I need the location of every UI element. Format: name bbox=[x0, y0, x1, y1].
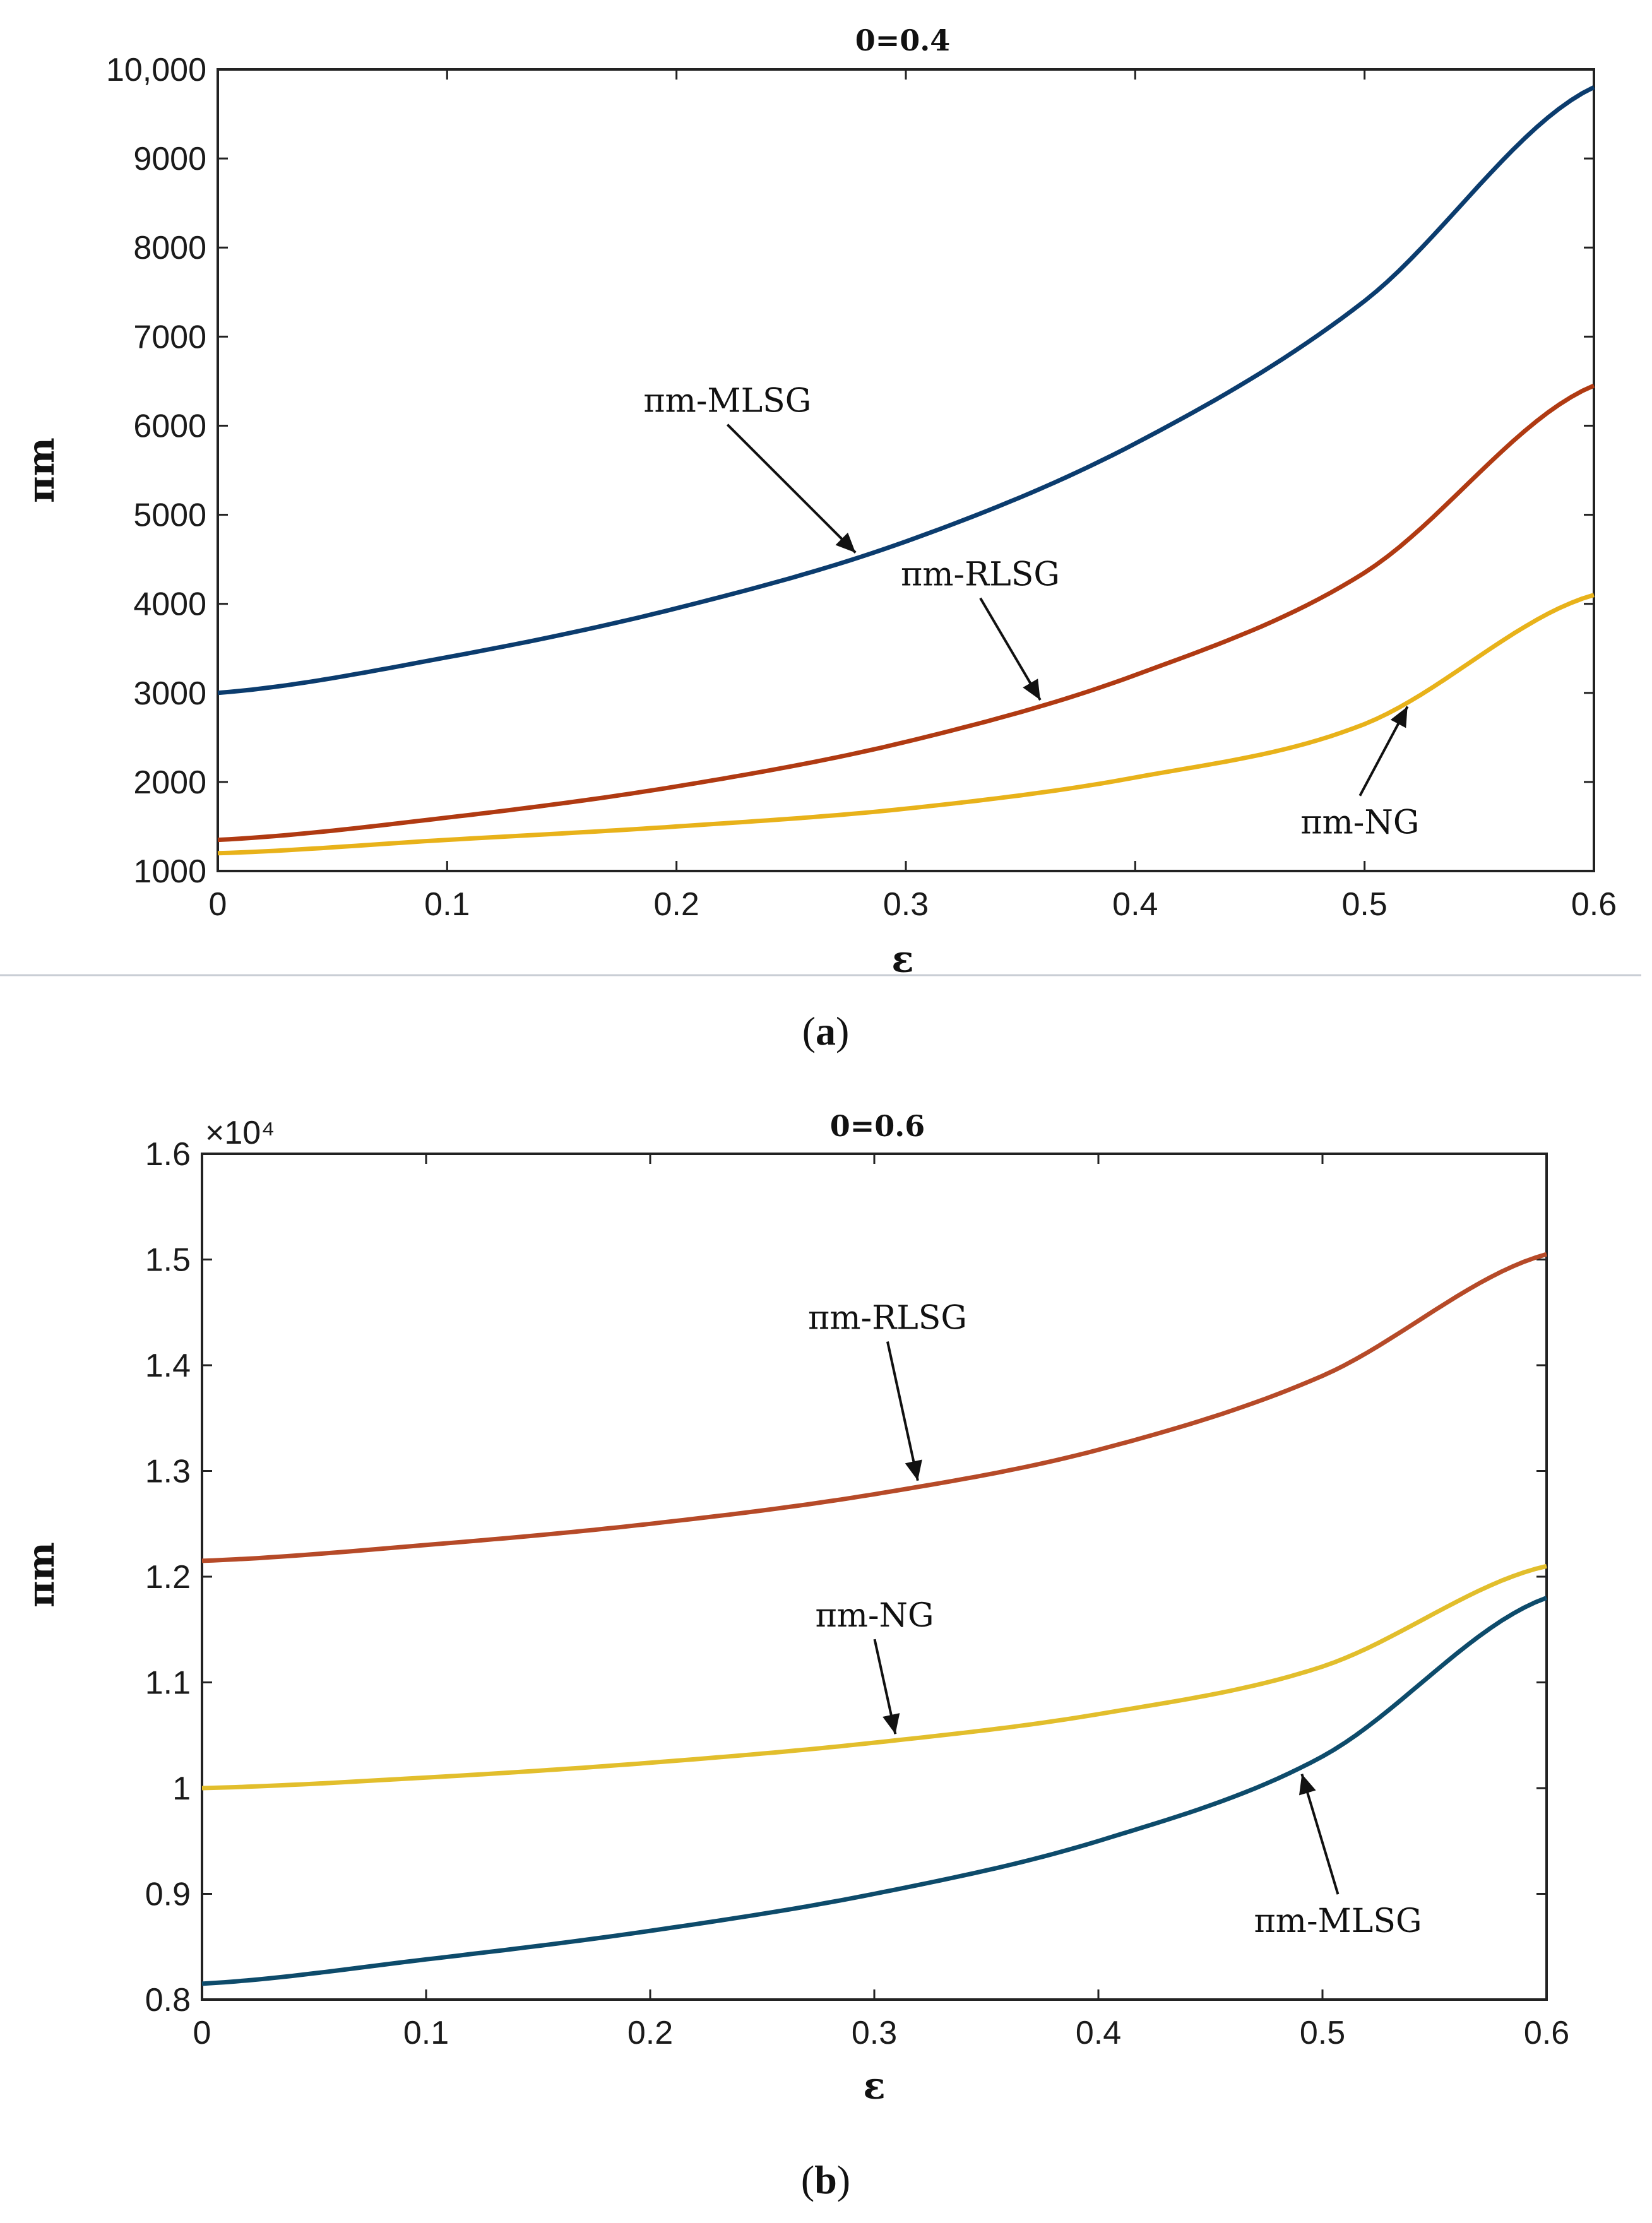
x-tick-label: 0.1 bbox=[424, 886, 470, 923]
y-multiplier-b: ×10⁴ bbox=[205, 1115, 275, 1151]
annotation-label: πm-MLSG bbox=[643, 382, 811, 420]
chart-title-a: 0=0.4 bbox=[855, 23, 951, 57]
x-tick-label: 0.2 bbox=[654, 886, 699, 923]
y-tick-label: 5000 bbox=[133, 497, 206, 534]
y-tick-label: 0.9 bbox=[145, 1876, 191, 1913]
annotation-arrowhead bbox=[1299, 1774, 1316, 1796]
y-tick-label: 3000 bbox=[133, 675, 206, 712]
annotation-arrowhead bbox=[1390, 706, 1408, 728]
y-tick-label: 1.3 bbox=[145, 1454, 191, 1490]
y-axis-label-a: πm bbox=[20, 437, 62, 503]
y-axis-label-b: πm bbox=[20, 1542, 62, 1608]
annotation-label: πm-RLSG bbox=[901, 556, 1060, 594]
y-tick-label: 1.5 bbox=[145, 1242, 191, 1279]
plot-frame-a bbox=[217, 68, 1595, 872]
y-tick-label: 1000 bbox=[133, 853, 206, 890]
y-tick-label: 9000 bbox=[133, 141, 206, 177]
annotation-label: πm-RLSG bbox=[808, 1300, 967, 1337]
x-tick-label: 0.4 bbox=[1112, 886, 1158, 923]
x-tick-label: 0.6 bbox=[1571, 886, 1617, 923]
caption-b-letter: b bbox=[814, 2157, 837, 2202]
annotation-arrowhead bbox=[835, 532, 856, 553]
series-line-mmlsg bbox=[217, 85, 1595, 696]
x-tick-label: 0 bbox=[209, 886, 227, 923]
y-tick-label: 1.2 bbox=[145, 1559, 191, 1596]
annotation-arrow bbox=[886, 1341, 919, 1481]
plot-frame-b bbox=[201, 1153, 1548, 2001]
y-tick-label: 1 bbox=[172, 1770, 191, 1807]
y-tick-label: 7000 bbox=[133, 319, 206, 355]
x-tick-label: 0.3 bbox=[852, 2015, 897, 2051]
y-tick-label: 1.1 bbox=[145, 1665, 191, 1702]
y-tick-label: 4000 bbox=[133, 586, 206, 623]
annotation-arrowhead bbox=[1023, 679, 1040, 701]
y-tick-label: 1.4 bbox=[145, 1348, 191, 1384]
chart-panel-b: ×10⁴ 0 0.1 0.2 0.3 0.4 0.5 0.6 0.8 0.9 1 1.1 1.2 1.3… bbox=[20, 1109, 1569, 2202]
y-tick-label: 2000 bbox=[133, 764, 206, 801]
annotation-arrowhead bbox=[905, 1459, 922, 1481]
caption-b: (b) bbox=[801, 2157, 850, 2202]
x-tick-label: 0.5 bbox=[1300, 2015, 1345, 2051]
y-tick-label: 0.8 bbox=[145, 1982, 191, 2018]
chart-title-b: 0=0.6 bbox=[830, 1109, 925, 1143]
x-tick-label: 0.4 bbox=[1076, 2015, 1121, 2051]
x-tick-label: 0.1 bbox=[403, 2015, 449, 2051]
chart-panel-a: 0 0.1 0.2 0.3 0.4 0.5 0.6 1000 2000 3000 4000 5000 6… bbox=[0, 23, 1641, 1053]
y-tick-label: 10,000 bbox=[106, 52, 206, 88]
series-line-mrlsg bbox=[217, 383, 1595, 843]
x-tick-label: 0.6 bbox=[1524, 2015, 1569, 2051]
x-axis-label-a: ε bbox=[891, 938, 913, 981]
x-tick-label: 0.3 bbox=[883, 886, 929, 923]
x-tick-label: 0.2 bbox=[627, 2015, 673, 2051]
x-tick-label: 0 bbox=[193, 2015, 211, 2051]
annotation-arrow bbox=[979, 597, 1042, 701]
caption-a: (a) bbox=[802, 1009, 850, 1053]
annotation-arrow bbox=[1300, 1774, 1340, 1895]
annotation-label: πm-MLSG bbox=[1254, 1902, 1422, 1940]
x-axis-label-b: ε bbox=[863, 2065, 885, 2107]
y-tick-label: 6000 bbox=[133, 408, 206, 444]
annotation-arrow bbox=[726, 424, 857, 554]
annotation-arrowhead bbox=[882, 1713, 900, 1734]
y-tick-label: 1.6 bbox=[145, 1136, 191, 1173]
y-tick-label: 8000 bbox=[133, 230, 206, 266]
annotation-label: πm-NG bbox=[1300, 804, 1419, 842]
annotation-label: πm-NG bbox=[815, 1597, 934, 1635]
caption-a-letter: a bbox=[816, 1009, 836, 1053]
x-tick-label: 0.5 bbox=[1342, 886, 1388, 923]
